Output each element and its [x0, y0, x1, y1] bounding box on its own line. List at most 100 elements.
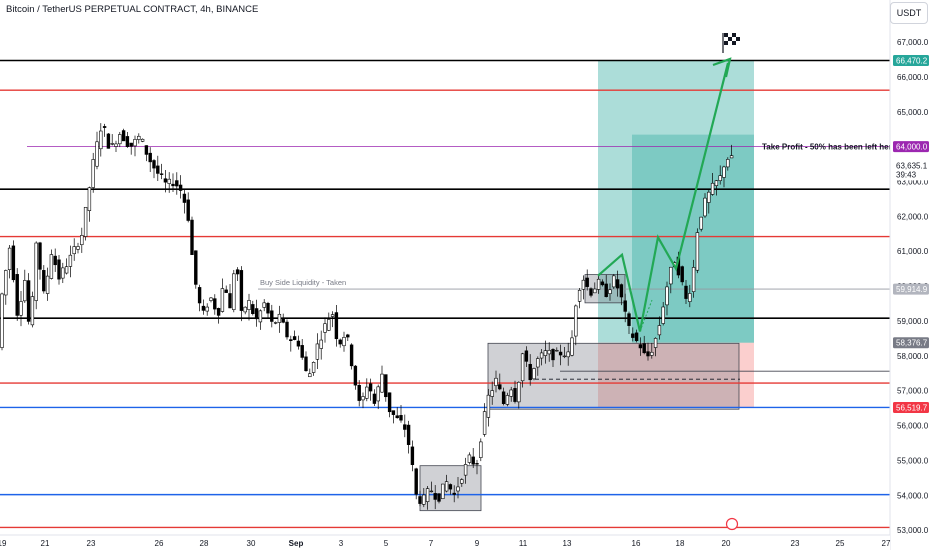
- candle: [710, 173, 715, 196]
- candle-body: [368, 383, 373, 392]
- candle: [448, 483, 453, 495]
- candle: [517, 381, 521, 409]
- candle: [140, 138, 145, 143]
- candle: [361, 392, 365, 409]
- candle: [308, 368, 312, 378]
- candle-body: [247, 300, 251, 310]
- candle-body: [418, 496, 422, 504]
- candle: [102, 123, 107, 137]
- candle: [4, 269, 8, 305]
- candle-body: [574, 305, 578, 337]
- candle-body: [330, 314, 335, 317]
- candle-body: [38, 242, 42, 270]
- candle-body: [596, 278, 601, 290]
- candle: [186, 192, 190, 223]
- candle: [72, 238, 76, 261]
- candle: [209, 296, 213, 303]
- candle: [175, 172, 179, 195]
- candle: [703, 193, 707, 218]
- candle: [570, 330, 574, 357]
- candle-body: [414, 468, 418, 495]
- candle: [547, 342, 551, 362]
- candle-body: [600, 281, 605, 286]
- candle: [300, 339, 304, 360]
- candle-body: [87, 187, 92, 211]
- candle: [490, 381, 494, 405]
- candle: [372, 389, 377, 407]
- flag-square: [728, 37, 732, 41]
- candle-body: [638, 344, 643, 349]
- candle-body: [463, 464, 468, 476]
- candle-body: [513, 388, 517, 402]
- candle-body: [258, 310, 263, 323]
- candle-body: [346, 334, 350, 338]
- candle: [627, 311, 631, 335]
- flag-square: [728, 33, 732, 37]
- candle-body: [304, 356, 308, 372]
- candle: [729, 144, 734, 159]
- candle: [726, 157, 730, 171]
- candle: [661, 302, 665, 326]
- partial-profit-zone: [632, 134, 754, 343]
- time-tick-label: 18: [676, 539, 685, 548]
- candle-body: [57, 259, 61, 280]
- candle: [631, 327, 635, 342]
- candle-body: [216, 308, 221, 316]
- candle-body: [509, 389, 513, 397]
- candle-body: [125, 136, 130, 147]
- candle: [543, 340, 548, 364]
- candle-body: [566, 351, 570, 358]
- event-marker-icon[interactable]: [725, 517, 739, 531]
- current-price-badge: [893, 160, 929, 181]
- flag-square: [736, 33, 740, 37]
- candle: [197, 284, 202, 312]
- currency-button[interactable]: USDT: [890, 2, 928, 24]
- chart-title: Bitcoin / TetherUS PERPETUAL CONTRACT, 4…: [6, 4, 259, 15]
- candle-body: [228, 293, 232, 309]
- candle: [194, 250, 198, 289]
- candle: [152, 159, 156, 179]
- candle: [555, 347, 559, 352]
- candle-body: [456, 486, 460, 492]
- candle-body: [703, 197, 707, 217]
- candle-body: [691, 267, 696, 292]
- candle: [596, 275, 601, 294]
- time-tick-label: 13: [563, 539, 572, 548]
- price-tick-label: 59,000.0: [897, 317, 929, 326]
- candle-body: [558, 351, 563, 356]
- candle-body: [384, 374, 388, 398]
- candle: [15, 268, 19, 321]
- candle-body: [665, 286, 669, 306]
- candle-body: [555, 349, 559, 352]
- candle-body: [338, 339, 342, 345]
- candle-body: [357, 384, 361, 401]
- price-label-text: 59,914.9: [896, 285, 928, 294]
- candle-body: [296, 340, 301, 347]
- candle: [604, 274, 608, 298]
- candle: [574, 304, 578, 346]
- candle-body: [251, 304, 255, 314]
- candle-body: [182, 193, 187, 203]
- candle: [688, 284, 692, 308]
- candle: [441, 483, 445, 500]
- price-tick-label: 67,000.0: [897, 38, 929, 47]
- current-price-text: 63,635.1: [896, 161, 928, 170]
- candle: [235, 267, 240, 281]
- price-label-text: 64,000.0: [896, 143, 928, 152]
- candle-body: [4, 270, 8, 296]
- consolidation-box[interactable]: [419, 465, 482, 512]
- candle-body: [460, 479, 464, 484]
- candle-body: [76, 246, 80, 250]
- candle-body: [623, 300, 627, 312]
- price-tick-label: 62,000.0: [897, 212, 929, 221]
- candle: [718, 165, 722, 185]
- candle: [262, 299, 266, 312]
- candle: [357, 380, 361, 407]
- candle-body: [387, 392, 392, 413]
- candle-body: [539, 352, 544, 359]
- candle: [323, 317, 327, 343]
- projection-arrow[interactable]: [597, 62, 730, 332]
- candle-body: [277, 313, 282, 323]
- candle-body: [167, 178, 171, 184]
- candle-body: [175, 180, 179, 187]
